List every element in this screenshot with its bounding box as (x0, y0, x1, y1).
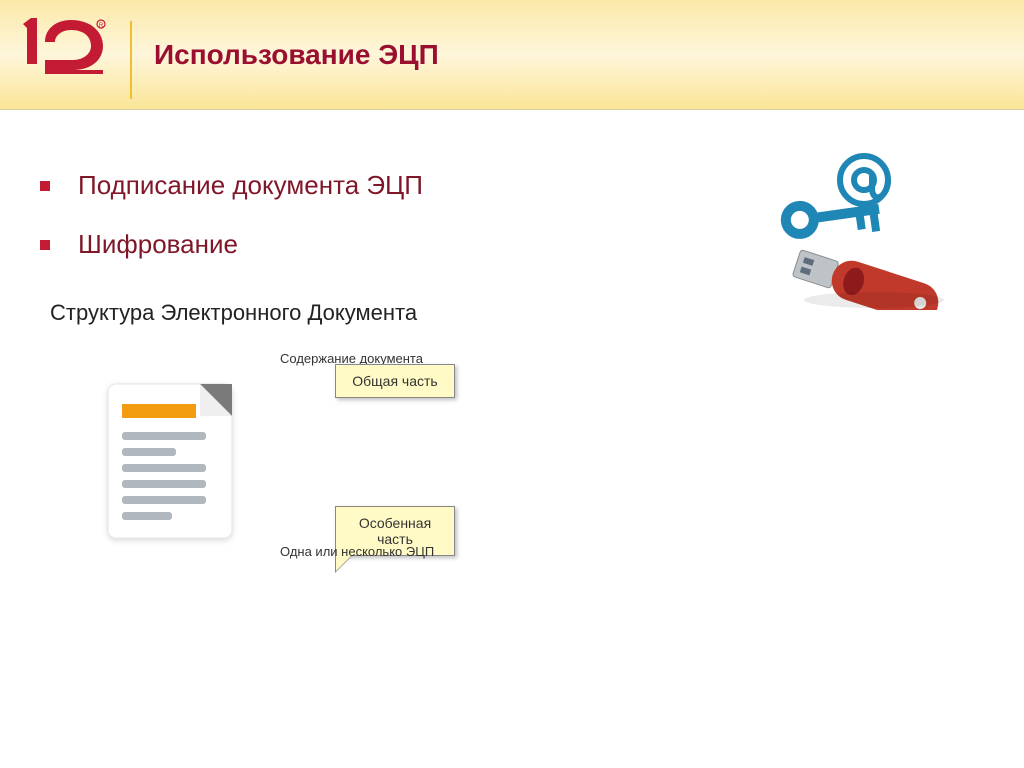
document-icon (100, 376, 240, 551)
bullet-marker-icon (40, 181, 50, 191)
note-general: Общая часть (335, 364, 455, 398)
svg-text:R: R (99, 23, 104, 29)
structure-diagram: Содержание документа Общая часть Особенн… (80, 346, 984, 606)
bullet-text: Подписание документа ЭЦП (78, 170, 423, 201)
page-title: Использование ЭЦП (132, 39, 439, 71)
bullet-text: Шифрование (78, 229, 238, 260)
bullet-marker-icon (40, 240, 50, 250)
signatures-label: Одна или несколько ЭЦП (280, 544, 434, 559)
usb-key-illustration (764, 150, 974, 315)
logo: R (0, 0, 130, 109)
header-bar: R Использование ЭЦП (0, 0, 1024, 110)
